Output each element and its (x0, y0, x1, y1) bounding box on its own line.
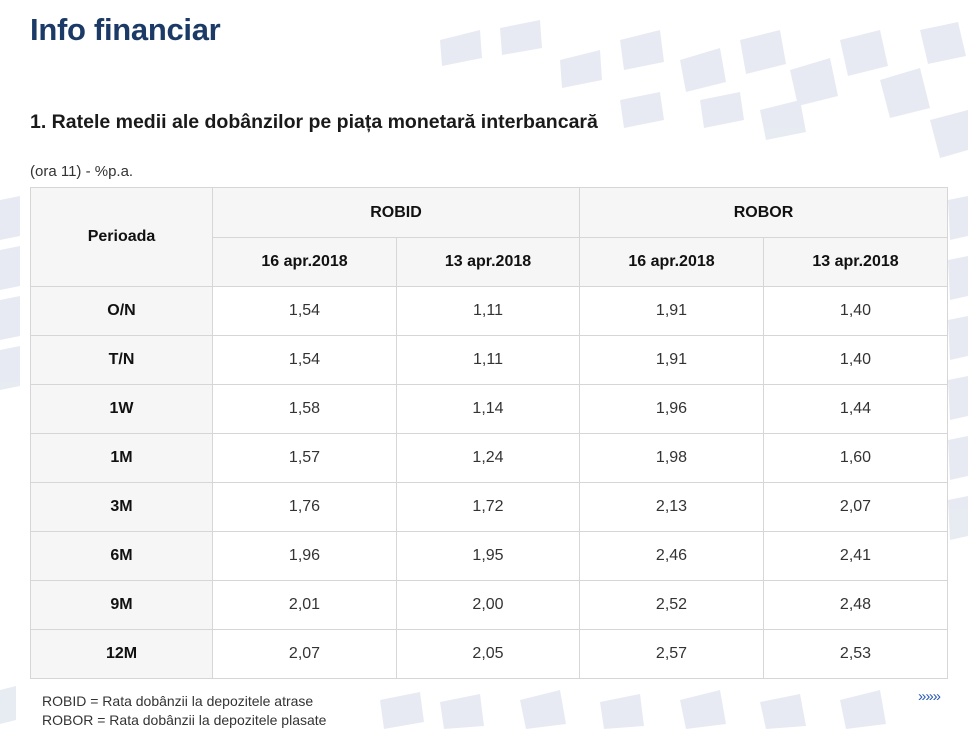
rate-cell: 2,57 (579, 629, 764, 679)
legend: ROBID = Rata dobânzii la depozitele atra… (42, 692, 326, 730)
rate-cell: 2,52 (579, 580, 764, 630)
rate-cell: 2,00 (396, 580, 580, 630)
rate-cell: 1,40 (763, 335, 948, 385)
date-header: 16 apr.2018 (212, 237, 397, 287)
rate-cell: 1,96 (212, 531, 397, 581)
rate-cell: 1,54 (212, 335, 397, 385)
period-cell: 1W (30, 384, 213, 434)
rate-cell: 2,41 (763, 531, 948, 581)
more-link[interactable]: »»» (918, 688, 941, 705)
rate-cell: 1,14 (396, 384, 580, 434)
unit-note: (ora 11) - %p.a. (30, 163, 134, 180)
table-row: 6M 1,96 1,95 2,46 2,41 (30, 531, 948, 581)
rate-cell: 1,11 (396, 335, 580, 385)
rate-cell: 2,05 (396, 629, 580, 679)
robor-header: ROBOR (579, 187, 948, 238)
rate-cell: 1,54 (212, 286, 397, 336)
period-cell: T/N (30, 335, 213, 385)
rate-cell: 2,48 (763, 580, 948, 630)
period-cell: 12M (30, 629, 213, 679)
date-header: 16 apr.2018 (579, 237, 764, 287)
legend-robid: ROBID = Rata dobânzii la depozitele atra… (42, 693, 314, 709)
page-title: Info financiar (30, 12, 221, 47)
table-row: 12M 2,07 2,05 2,57 2,53 (30, 629, 948, 679)
date-header: 13 apr.2018 (763, 237, 948, 287)
table-row: 1M 1,57 1,24 1,98 1,60 (30, 433, 948, 483)
table-row: 9M 2,01 2,00 2,52 2,48 (30, 580, 948, 630)
interbank-rates-table: Perioada ROBID ROBOR 16 apr.2018 13 apr.… (30, 187, 948, 679)
period-cell: 9M (30, 580, 213, 630)
period-cell: 1M (30, 433, 213, 483)
rate-cell: 1,11 (396, 286, 580, 336)
rate-cell: 1,58 (212, 384, 397, 434)
period-cell: 6M (30, 531, 213, 581)
legend-robor: ROBOR = Rata dobânzii la depozitele plas… (42, 712, 327, 728)
table-row: T/N 1,54 1,11 1,91 1,40 (30, 335, 948, 385)
date-header: 13 apr.2018 (396, 237, 580, 287)
rate-cell: 1,40 (763, 286, 948, 336)
rate-cell: 2,07 (763, 482, 948, 532)
rate-cell: 1,57 (212, 433, 397, 483)
rate-cell: 1,91 (579, 286, 764, 336)
rate-cell: 2,07 (212, 629, 397, 679)
rate-cell: 1,44 (763, 384, 948, 434)
rate-cell: 2,46 (579, 531, 764, 581)
rate-cell: 2,13 (579, 482, 764, 532)
rate-cell: 2,01 (212, 580, 397, 630)
section-title: 1. Ratele medii ale dobânzilor pe piața … (30, 111, 598, 133)
rate-cell: 1,95 (396, 531, 580, 581)
table-header-row: Perioada ROBID ROBOR (30, 187, 948, 287)
robid-header: ROBID (212, 187, 580, 238)
table-row: 1W 1,58 1,14 1,96 1,44 (30, 384, 948, 434)
period-cell: O/N (30, 286, 213, 336)
rate-cell: 1,76 (212, 482, 397, 532)
table-row: 3M 1,76 1,72 2,13 2,07 (30, 482, 948, 532)
period-cell: 3M (30, 482, 213, 532)
rate-cell: 1,24 (396, 433, 580, 483)
table-row: O/N 1,54 1,11 1,91 1,40 (30, 286, 948, 336)
table-date-header-row: 16 apr.2018 13 apr.2018 16 apr.2018 13 a… (31, 237, 948, 287)
rate-cell: 1,98 (579, 433, 764, 483)
rate-cell: 1,72 (396, 482, 580, 532)
rate-cell: 2,53 (763, 629, 948, 679)
rate-cell: 1,96 (579, 384, 764, 434)
period-header: Perioada (30, 187, 213, 287)
rate-cell: 1,91 (579, 335, 764, 385)
rate-cell: 1,60 (763, 433, 948, 483)
